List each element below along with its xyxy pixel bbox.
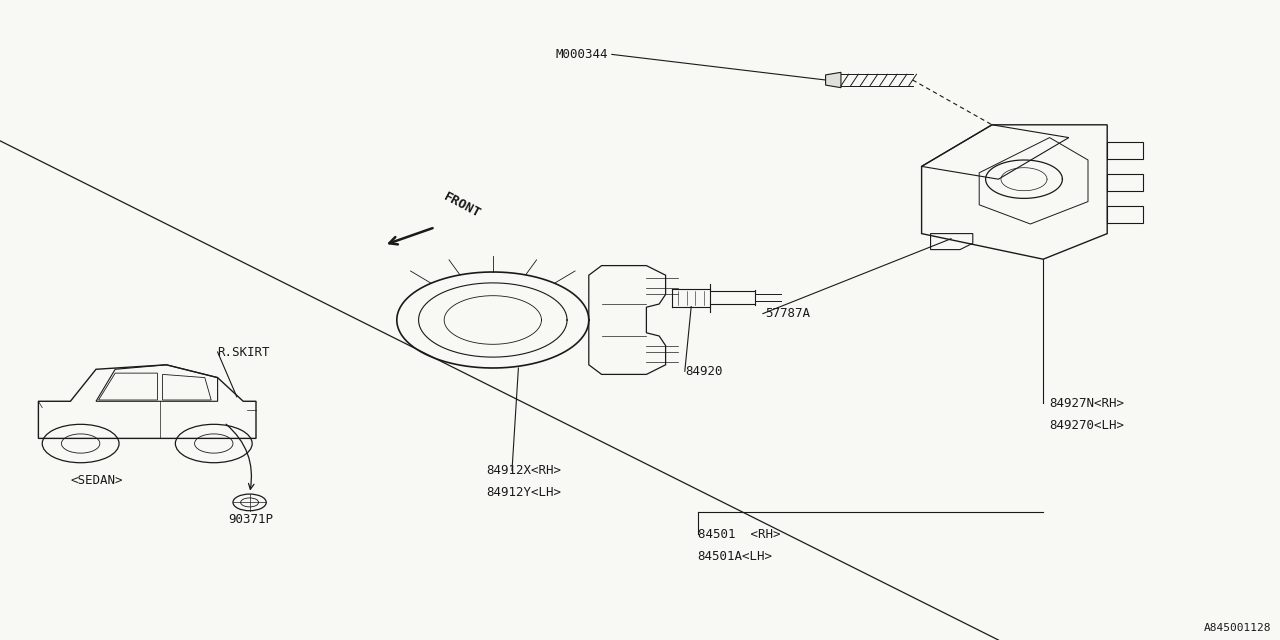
Text: 84912Y<LH>: 84912Y<LH> [486, 486, 562, 499]
Text: <SEDAN>: <SEDAN> [70, 474, 123, 486]
Polygon shape [826, 72, 841, 88]
Text: FRONT: FRONT [442, 191, 483, 221]
Text: A845001128: A845001128 [1203, 623, 1271, 634]
Text: 90371P: 90371P [228, 513, 273, 526]
Text: 84920: 84920 [685, 365, 722, 378]
Text: 84927N<RH>: 84927N<RH> [1050, 397, 1125, 410]
Text: M000344: M000344 [556, 48, 608, 61]
Text: 84501  <RH>: 84501 <RH> [698, 528, 780, 541]
Text: 849270<LH>: 849270<LH> [1050, 419, 1125, 432]
Text: R.SKIRT: R.SKIRT [218, 346, 270, 358]
Text: 84912X<RH>: 84912X<RH> [486, 464, 562, 477]
Text: 57787A: 57787A [765, 307, 810, 320]
Text: 84501A<LH>: 84501A<LH> [698, 550, 773, 563]
